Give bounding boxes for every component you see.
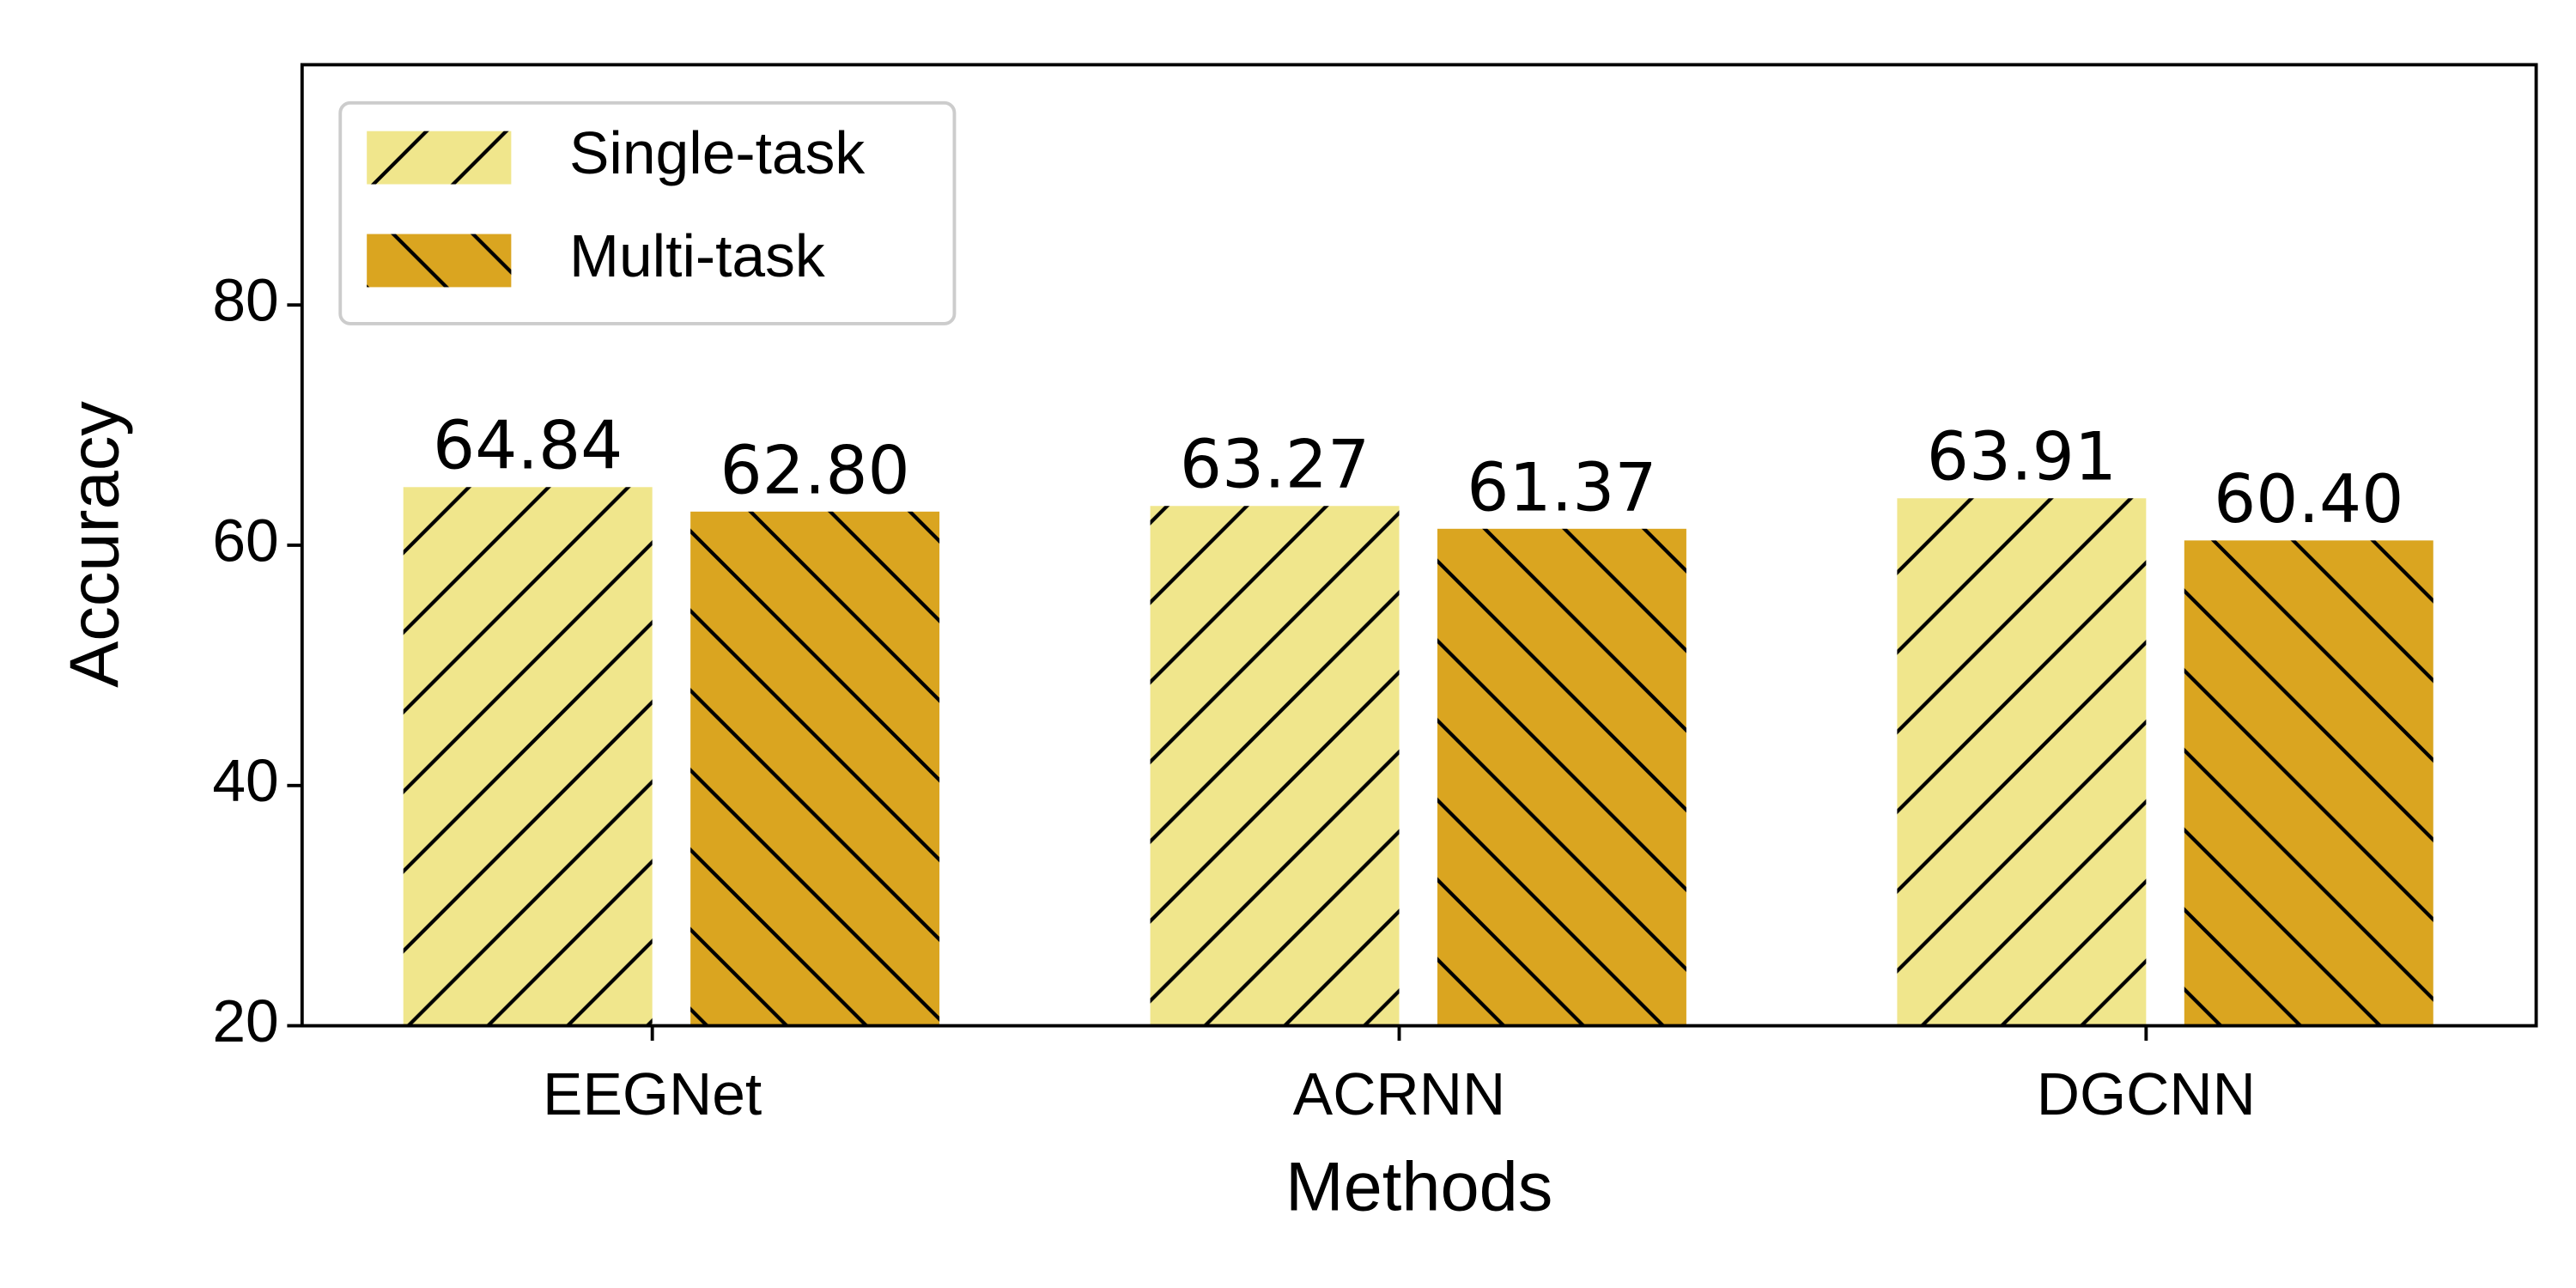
legend-swatch-hatch xyxy=(367,234,512,288)
x-tick-label: ACRNN xyxy=(1293,1060,1505,1127)
legend-label: Single-task xyxy=(569,119,865,186)
bar-group xyxy=(1437,528,1686,1026)
y-tick-label: 40 xyxy=(212,747,278,814)
bar-group xyxy=(1897,498,2147,1026)
bar-group xyxy=(403,487,653,1026)
x-tick-label: EEGNet xyxy=(543,1060,762,1127)
legend: Single-task Multi-task xyxy=(338,100,957,325)
x-axis-label: Methods xyxy=(1285,1148,1552,1225)
y-tick-label: 20 xyxy=(212,987,278,1054)
y-axis-label: Accuracy xyxy=(56,401,133,688)
value-label: 60.40 xyxy=(2214,461,2403,538)
bar-hatch xyxy=(403,487,653,1026)
y-tick-label: 60 xyxy=(212,507,278,574)
bar-hatch xyxy=(1150,506,1400,1026)
bar-hatch xyxy=(2184,540,2433,1026)
bar-group xyxy=(1150,506,1400,1026)
legend-label: Multi-task xyxy=(569,222,825,289)
y-tick-label: 80 xyxy=(212,267,278,334)
bar-hatch xyxy=(690,511,940,1026)
legend-swatch-hatch xyxy=(367,131,512,185)
bar-hatch xyxy=(1897,498,2147,1026)
plot-area: 64.84 62.80 63.27 61.37 63.91 60.40 xyxy=(403,408,2433,1026)
value-label: 62.80 xyxy=(720,432,909,509)
bar-hatch xyxy=(1437,528,1686,1026)
value-label: 64.84 xyxy=(433,408,623,485)
bar-group xyxy=(690,511,940,1026)
value-label: 63.27 xyxy=(1180,427,1370,504)
bar-group xyxy=(2184,540,2433,1026)
value-label: 63.91 xyxy=(1927,419,2117,496)
x-tick-label: DGCNN xyxy=(2037,1060,2256,1127)
value-label: 61.37 xyxy=(1467,449,1656,526)
